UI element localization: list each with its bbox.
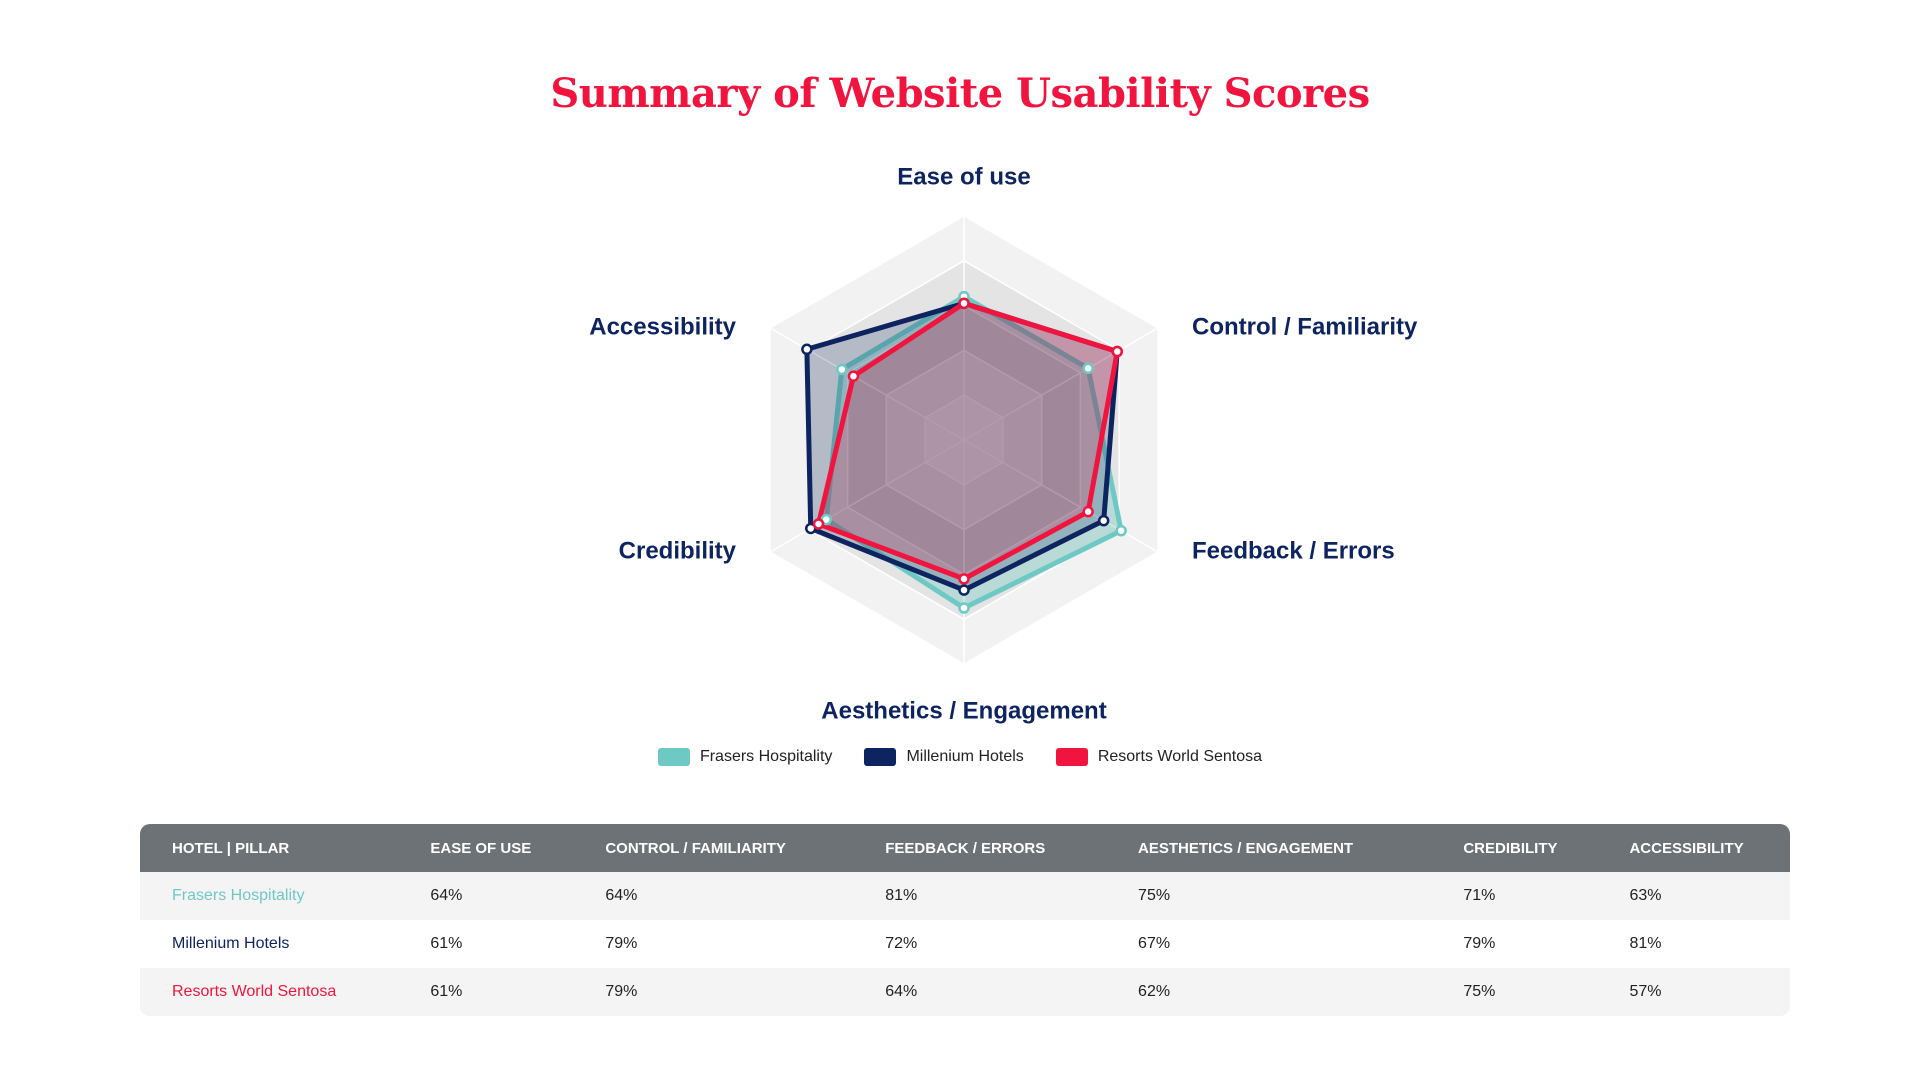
table-cell: 81% — [1629, 935, 1662, 952]
radar-point — [1082, 505, 1094, 518]
table-cell: 71% — [1463, 887, 1496, 904]
radar-point — [958, 297, 970, 310]
table-cell: 64% — [605, 887, 638, 904]
table-cell: 81% — [885, 887, 918, 904]
row-hotel-name: Frasers Hospitality — [172, 887, 305, 904]
legend-item-rws[interactable]: Resorts World Sentosa — [1055, 748, 1263, 766]
radar-point — [958, 573, 970, 585]
radar-point — [801, 343, 813, 356]
header-feedback-errors: FEEDBACK / ERRORS — [885, 839, 1046, 857]
table-cell: 57% — [1629, 983, 1662, 1000]
axis-label: Aesthetics / Engagement — [821, 697, 1106, 724]
table-cell: 72% — [885, 935, 918, 952]
table-cell: 75% — [1138, 887, 1171, 904]
table-cell: 79% — [605, 983, 638, 1000]
header-accessibility: ACCESSIBILITY — [1629, 839, 1744, 857]
axis-label: Control / Familiarity — [1192, 313, 1418, 340]
table-cell: 61% — [430, 935, 463, 952]
scores-table: HOTEL | PILLAR EASE OF USE CONTROL / FAM… — [140, 824, 1790, 1016]
chart-title: Summary of Website Usability Scores — [550, 70, 1370, 117]
axis-label: Ease of use — [897, 163, 1030, 190]
radar-chart: Ease of use Control / Familiarity Feedback… — [589, 163, 1418, 724]
table-row: Frasers Hospitality 64% 64% 81% 75% 71% … — [140, 872, 1790, 920]
legend-item-millenium[interactable]: Millenium Hotels — [864, 748, 1024, 766]
row-hotel-name: Resorts World Sentosa — [172, 983, 337, 1000]
table-cell: 63% — [1629, 887, 1662, 904]
radar-point — [958, 584, 970, 596]
radar-point — [836, 363, 848, 376]
header-control-familiarity: CONTROL / FAMILIARITY — [605, 839, 786, 857]
radar-spoke — [769, 439, 965, 553]
legend-label-frasers: Frasers Hospitality — [699, 748, 833, 765]
table-cell: 64% — [885, 983, 918, 1000]
radar-point — [1115, 524, 1127, 537]
table-row: Millenium Hotels 61% 79% 72% 67% 79% 81% — [140, 920, 1790, 968]
header-credibility: CREDIBILITY — [1463, 839, 1558, 857]
legend-item-frasers[interactable]: Frasers Hospitality — [657, 748, 833, 766]
radar-point — [1097, 514, 1110, 527]
radar-point — [1111, 345, 1124, 358]
radar-point — [958, 602, 970, 614]
table-header-row: HOTEL | PILLAR EASE OF USE CONTROL / FAM… — [140, 824, 1790, 872]
axis-label: Feedback / Errors — [1192, 537, 1395, 564]
legend-swatch-frasers — [657, 748, 690, 766]
radar-point — [1082, 362, 1094, 375]
legend: Frasers Hospitality Millenium Hotels Res… — [0, 748, 1920, 766]
header-ease-of-use: EASE OF USE — [430, 839, 532, 857]
radar-point — [847, 370, 860, 382]
table-cell: 61% — [430, 983, 463, 1000]
table-cell: 79% — [605, 935, 638, 952]
axis-label: Accessibility — [589, 313, 736, 340]
table-cell: 67% — [1138, 935, 1171, 952]
table-cell: 64% — [430, 887, 463, 904]
radar-spoke — [963, 327, 1159, 441]
table-row: Resorts World Sentosa 61% 79% 64% 62% 75… — [140, 968, 1790, 1016]
table-cell: 75% — [1463, 983, 1496, 1000]
header-hotel-pillar: HOTEL | PILLAR — [172, 839, 290, 857]
legend-swatch-millenium — [864, 748, 897, 766]
header-aesthetics-engagement: AESTHETICS / ENGAGEMENT — [1138, 839, 1354, 857]
legend-label-millenium: Millenium Hotels — [906, 748, 1024, 765]
table-cell: 79% — [1463, 935, 1496, 952]
radar-point — [812, 518, 825, 530]
legend-swatch-rws — [1055, 748, 1088, 766]
legend-label-rws: Resorts World Sentosa — [1097, 748, 1263, 765]
table-cell: 62% — [1138, 983, 1171, 1000]
axis-label: Credibility — [619, 537, 737, 564]
row-hotel-name: Millenium Hotels — [172, 935, 290, 952]
